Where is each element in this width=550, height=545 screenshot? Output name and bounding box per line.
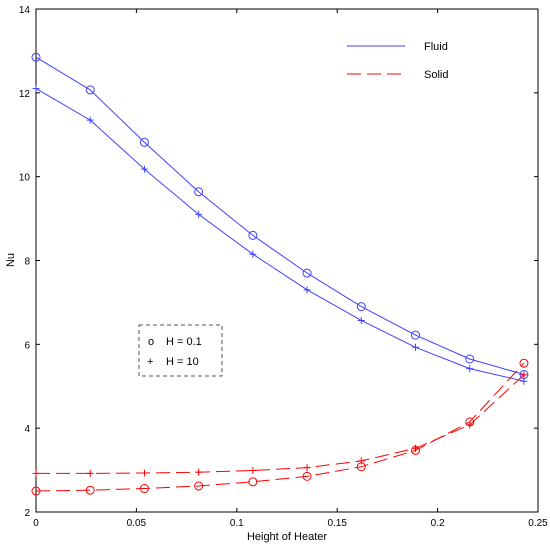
data-point-fluid-plus — [412, 343, 420, 351]
data-point-solid-plus — [466, 421, 474, 429]
x-tick-label: 0.1 — [230, 518, 244, 529]
legend-solid-label: Solid — [424, 69, 448, 81]
data-point-solid-circle — [302, 471, 312, 481]
legend: Fluid Solid — [347, 41, 448, 81]
marker-key-box — [138, 324, 223, 377]
series-layer — [31, 52, 529, 496]
data-point-fluid-circle — [465, 354, 475, 364]
data-point-fluid-plus — [466, 365, 474, 373]
data-point-fluid-plus — [86, 116, 94, 124]
data-point-solid-plus — [195, 468, 203, 476]
y-tick-label: 4 — [24, 424, 30, 435]
data-point-solid-circle — [85, 485, 95, 495]
y-tick-label: 6 — [24, 340, 30, 351]
marker-key-label-h01: H = 0.1 — [166, 336, 202, 348]
data-point-fluid-plus — [520, 377, 528, 385]
data-point-solid-plus — [32, 469, 40, 477]
data-point-solid-circle — [194, 481, 204, 491]
x-axis-title: Height of Heater — [247, 531, 327, 543]
data-point-solid-circle — [248, 477, 258, 487]
data-point-fluid-plus — [357, 316, 365, 324]
data-point-fluid-plus — [303, 286, 311, 294]
data-point-solid-plus — [303, 464, 311, 472]
data-point-fluid-circle — [411, 330, 421, 340]
data-point-solid-circle — [31, 486, 41, 496]
data-point-fluid-circle — [194, 187, 204, 197]
x-tick-label: 0.2 — [431, 518, 445, 529]
data-point-solid-plus — [86, 469, 94, 477]
data-point-fluid-plus — [195, 210, 203, 218]
data-point-fluid-circle — [139, 137, 149, 147]
data-point-fluid-circle — [248, 230, 258, 240]
data-point-fluid-circle — [356, 302, 366, 312]
data-point-solid-plus — [520, 371, 528, 379]
data-point-solid-plus — [249, 467, 257, 475]
x-tick-label: 0 — [33, 518, 39, 529]
x-tick-label: 0.25 — [528, 518, 548, 529]
ticks-layer: 0 0.05 0.1 0.15 0.2 0.25 2 4 6 8 10 12 14 — [19, 5, 548, 529]
data-point-fluid-plus — [140, 165, 148, 173]
y-tick-label: 2 — [24, 508, 30, 519]
marker-key-label-h10: H = 10 — [166, 356, 199, 368]
marker-key-symbol-circle: o — [148, 336, 154, 348]
data-point-fluid-plus — [249, 250, 257, 258]
y-axis-title: Nu — [5, 253, 17, 267]
y-tick-label: 12 — [19, 89, 31, 100]
x-tick-label: 0.15 — [327, 518, 347, 529]
legend-fluid-label: Fluid — [424, 41, 448, 53]
plot-area — [35, 8, 539, 513]
data-point-fluid-circle — [31, 52, 41, 62]
marker-key-symbol-plus: + — [147, 356, 153, 368]
data-point-solid-circle — [519, 358, 529, 368]
marker-key: o H = 0.1 + H = 10 — [138, 324, 223, 377]
y-tick-label: 8 — [24, 257, 30, 268]
data-point-solid-plus — [412, 444, 420, 452]
data-point-solid-plus — [357, 457, 365, 465]
y-tick-label: 10 — [19, 173, 31, 184]
data-point-solid-plus — [140, 469, 148, 477]
series-line-solid-plus — [36, 374, 525, 474]
series-line-fluid-circle — [35, 56, 525, 375]
series-line-fluid-plus — [35, 88, 525, 382]
data-point-fluid-circle — [85, 85, 95, 95]
data-point-solid-circle — [139, 484, 149, 494]
data-point-fluid-plus — [32, 85, 40, 93]
data-point-fluid-circle — [302, 268, 312, 278]
y-tick-label: 14 — [19, 5, 31, 16]
x-tick-label: 0.05 — [127, 518, 147, 529]
